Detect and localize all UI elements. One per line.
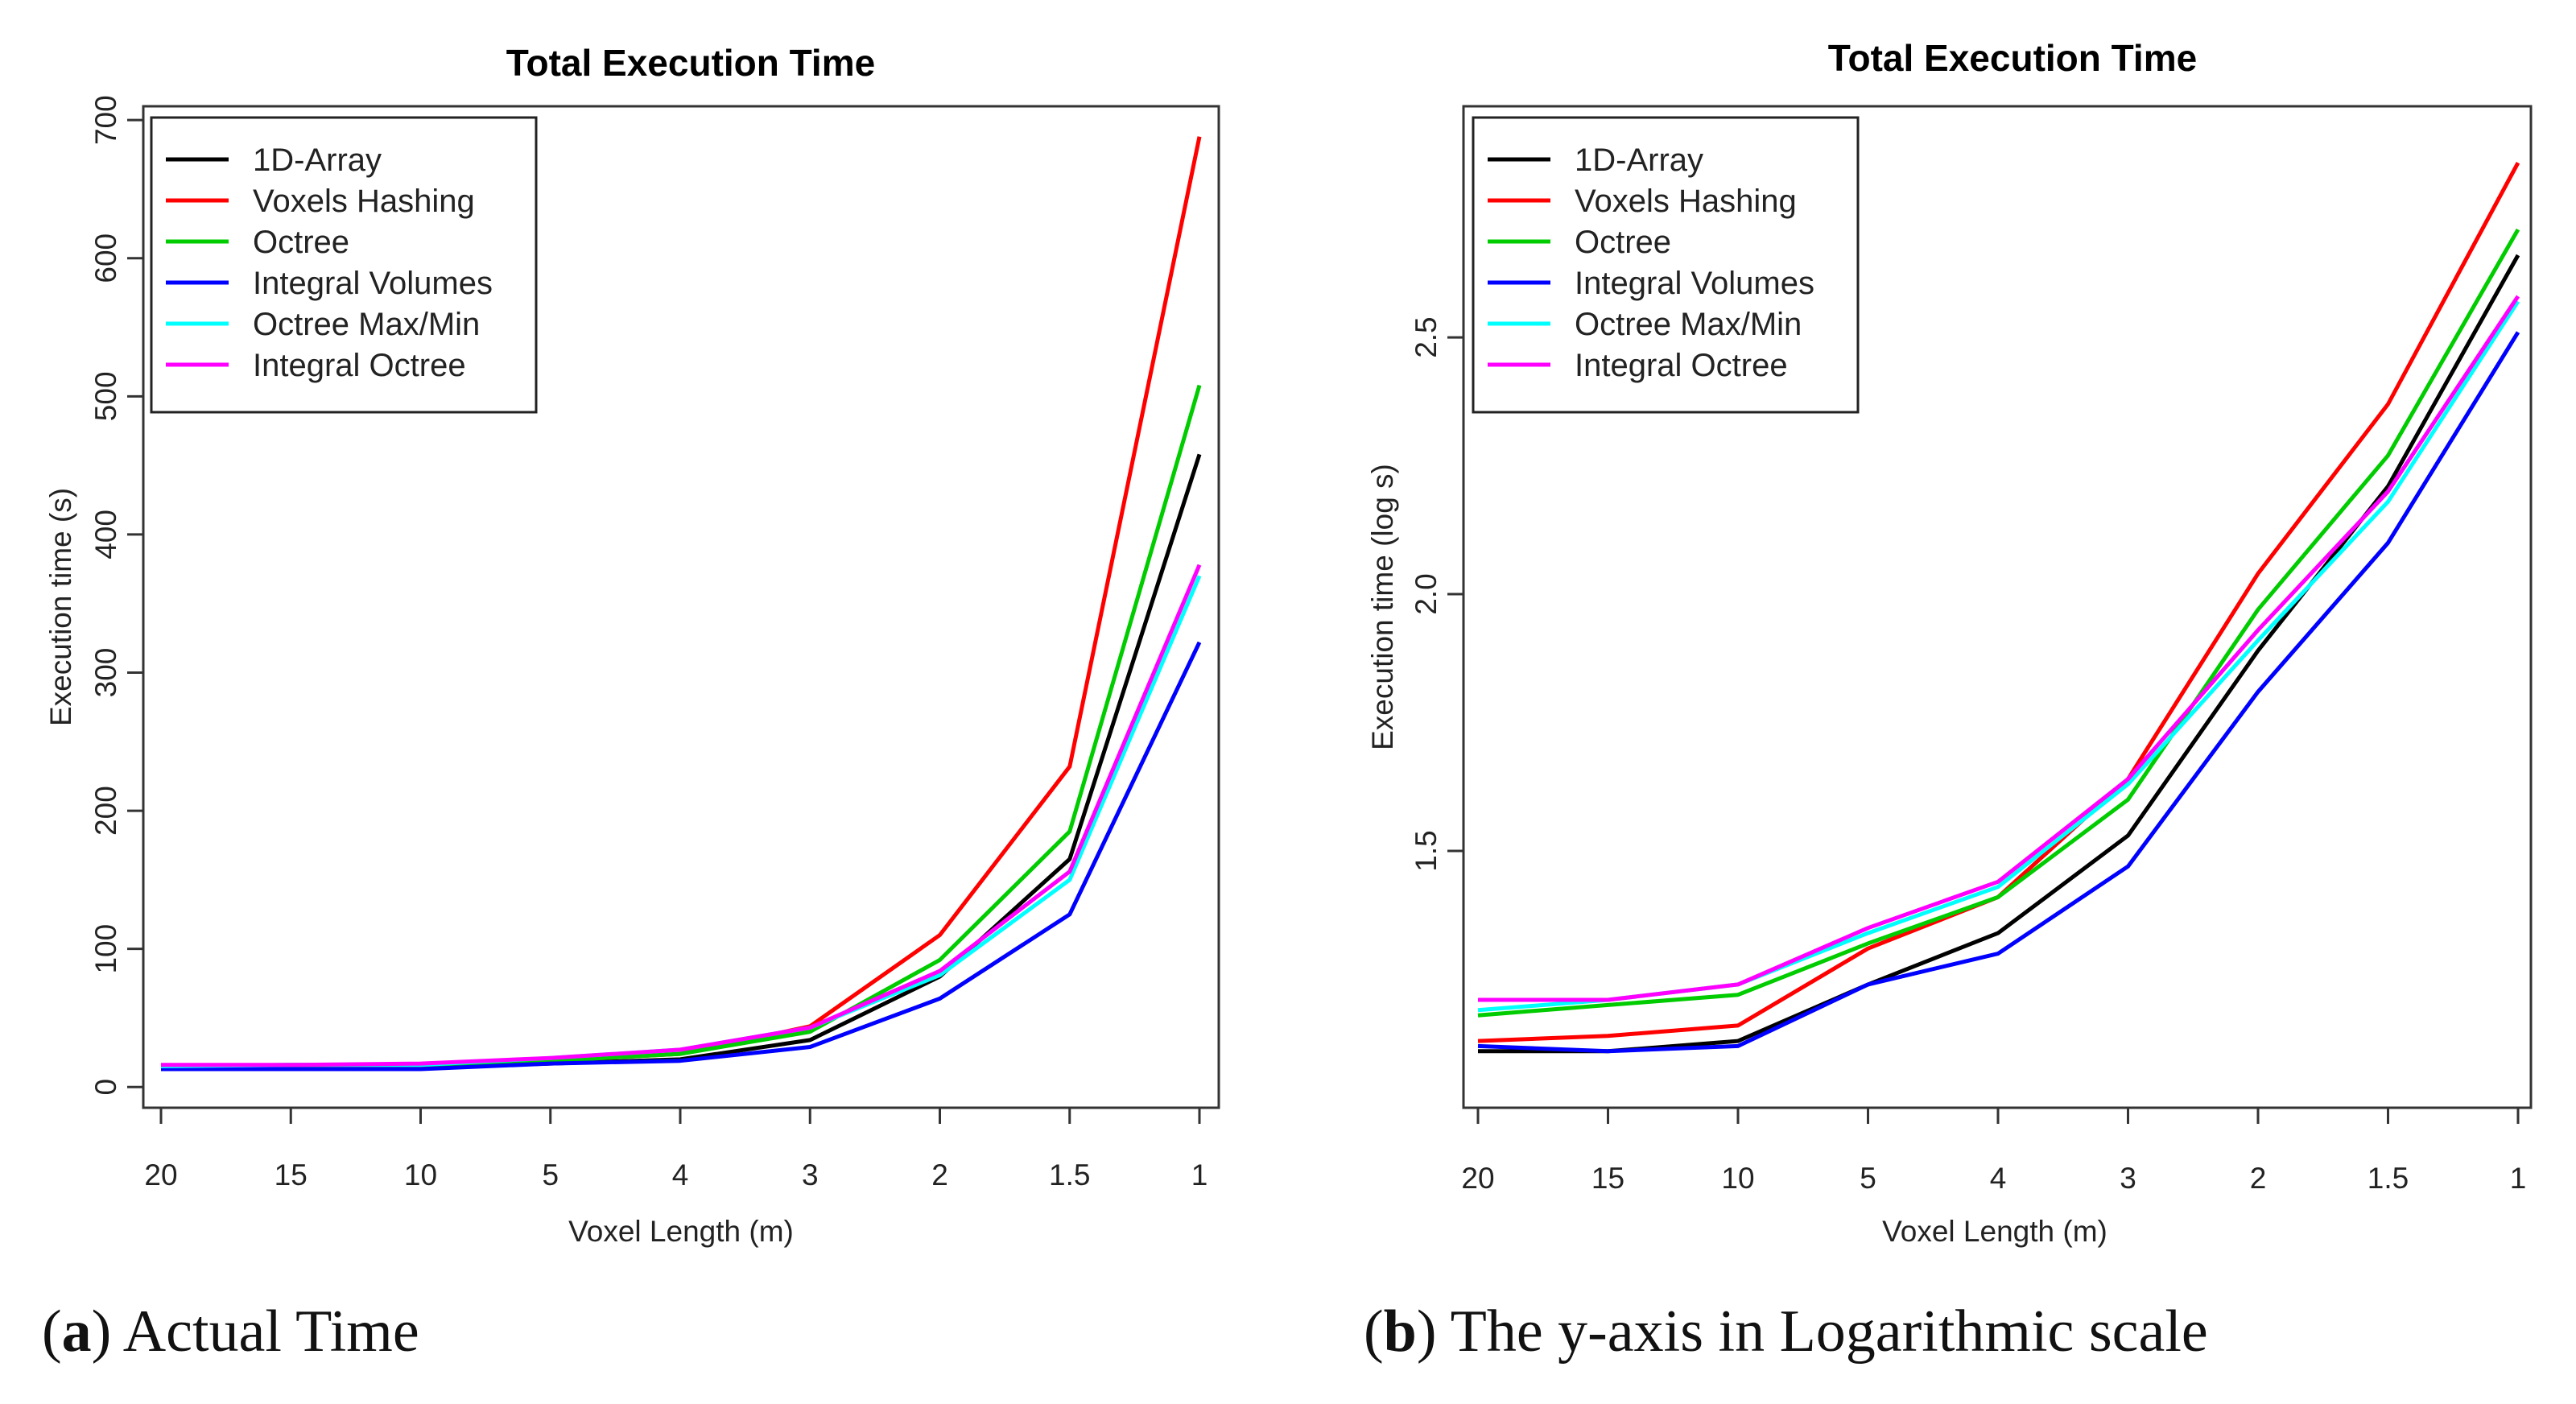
panel-a-x-tick-label: 2 xyxy=(931,1158,948,1191)
panel-a-x-tick-label: 10 xyxy=(404,1158,437,1191)
caption-a-letter: a xyxy=(62,1299,92,1365)
panel-a-legend-label: Integral Volumes xyxy=(253,266,493,301)
panel-a-y-tick-label: 600 xyxy=(89,233,122,283)
panel-b-legend-label: Octree Max/Min xyxy=(1575,307,1802,342)
panel-b-legend: 1D-Array Voxels Hashing Octree Integral Vol… xyxy=(1472,116,1860,414)
panel-a-series-octree xyxy=(160,384,1202,1068)
panel-b-series-octree xyxy=(1477,228,2520,1018)
panel-a-y-tick-label: 500 xyxy=(89,371,122,421)
panel-b-x-tick-label: 1 xyxy=(2510,1162,2527,1195)
panel-b-x-axis-label: Voxel Length (m) xyxy=(1882,1215,2107,1248)
panel-a-series-integral-octree xyxy=(161,564,1202,1067)
panel-a-series-1d-array xyxy=(161,453,1202,1072)
panel-a-x-tick-label: 20 xyxy=(144,1158,177,1191)
panel-b-x-tick-label: 4 xyxy=(1990,1162,2007,1195)
panel-b-series-integral-volumes xyxy=(1477,331,2520,1054)
panel-b-y-tick-label: 1.5 xyxy=(1410,830,1443,871)
panel-b-chart: Total Execution Time Voxel Length (m) Ex… xyxy=(1366,37,2533,1248)
panel-a-x-tick-label: 3 xyxy=(802,1158,819,1191)
panel-a-x-ticks: 20 15 10 5 4 3 2 1.5 1 xyxy=(144,1108,1208,1191)
panel-a-legend-label: 1D-Array xyxy=(253,142,382,178)
panel-b-x-tick-label: 10 xyxy=(1721,1162,1754,1195)
caption-b-prefix: ( xyxy=(1364,1299,1384,1365)
panel-a-series-integral-volumes xyxy=(161,641,1202,1072)
panel-b-series-integral-octree xyxy=(1478,295,2520,1002)
panel-b-y-tick-label: 2.5 xyxy=(1410,316,1443,357)
panel-b-y-ticks: 1.5 2.0 2.5 xyxy=(1410,316,1463,872)
panel-a-x-tick-label: 1.5 xyxy=(1049,1158,1090,1191)
panel-b-x-tick-label: 20 xyxy=(1461,1162,1494,1195)
panel-b-legend-label: Integral Octree xyxy=(1575,348,1788,383)
panel-b-series-lines xyxy=(1477,162,2520,1054)
panel-b-legend-label: Voxels Hashing xyxy=(1575,184,1797,219)
caption-b-letter: b xyxy=(1384,1299,1417,1365)
panel-a-x-tick-label: 5 xyxy=(542,1158,559,1191)
panel-b-legend-label: Octree xyxy=(1575,225,1671,260)
panel-b-x-tick-label: 15 xyxy=(1591,1162,1624,1195)
panel-b-y-axis-label: Execution time (log s) xyxy=(1366,464,1399,750)
panel-a-y-tick-label: 300 xyxy=(89,648,122,698)
panel-a-y-tick-label: 200 xyxy=(89,786,122,836)
panel-a-series-lines xyxy=(160,136,1202,1072)
panel-b-x-tick-label: 3 xyxy=(2120,1162,2136,1195)
panel-b-x-ticks: 20 15 10 5 4 3 2 1.5 1 xyxy=(1461,1108,2526,1195)
caption-b-text: ) The y-axis in Logarithmic scale xyxy=(1417,1299,2208,1365)
panel-a-y-ticks: 0 100 200 300 400 500 600 700 xyxy=(89,95,143,1096)
caption-a-text: ) Actual Time xyxy=(92,1299,419,1365)
caption-b: (b) The y-axis in Logarithmic scale xyxy=(1364,1299,2208,1365)
panel-a-y-tick-label: 100 xyxy=(89,924,122,974)
panel-a-x-tick-label: 15 xyxy=(275,1158,308,1191)
panel-b-legend-label: 1D-Array xyxy=(1575,142,1703,178)
panel-a-series-octree-max-min xyxy=(160,575,1202,1068)
panel-a-x-tick-label: 1 xyxy=(1191,1158,1208,1191)
panel-a-x-axis-label: Voxel Length (m) xyxy=(568,1215,794,1248)
panel-b-x-tick-label: 1.5 xyxy=(2368,1162,2409,1195)
panel-a-y-tick-label: 700 xyxy=(89,95,122,145)
panel-a-y-axis-label: Execution time (s) xyxy=(44,488,77,726)
panel-a-title: Total Execution Time xyxy=(506,42,875,84)
panel-a-chart: Total Execution Time Voxel Length (m) Ex… xyxy=(44,42,1220,1248)
panel-a-x-tick-label: 4 xyxy=(672,1158,689,1191)
panel-a-legend-label: Octree Max/Min xyxy=(253,307,480,342)
caption-a-prefix: ( xyxy=(42,1299,62,1365)
panel-a-legend: 1D-Array Voxels Hashing Octree Integral Vol… xyxy=(150,116,538,414)
panel-b-x-tick-label: 5 xyxy=(1860,1162,1876,1195)
panel-b-title: Total Execution Time xyxy=(1828,37,2197,79)
panel-a-legend-label: Integral Octree xyxy=(253,348,466,383)
caption-a: (a) Actual Time xyxy=(42,1299,419,1365)
panel-a-y-tick-label: 0 xyxy=(89,1079,122,1096)
panel-b-legend-label: Integral Volumes xyxy=(1575,266,1814,301)
panel-a-legend-label: Voxels Hashing xyxy=(253,184,475,219)
panel-a-legend-label: Octree xyxy=(253,225,349,260)
panel-b-y-tick-label: 2.0 xyxy=(1410,573,1443,614)
panel-a-y-tick-label: 400 xyxy=(89,510,122,560)
panel-b-x-tick-label: 2 xyxy=(2250,1162,2267,1195)
